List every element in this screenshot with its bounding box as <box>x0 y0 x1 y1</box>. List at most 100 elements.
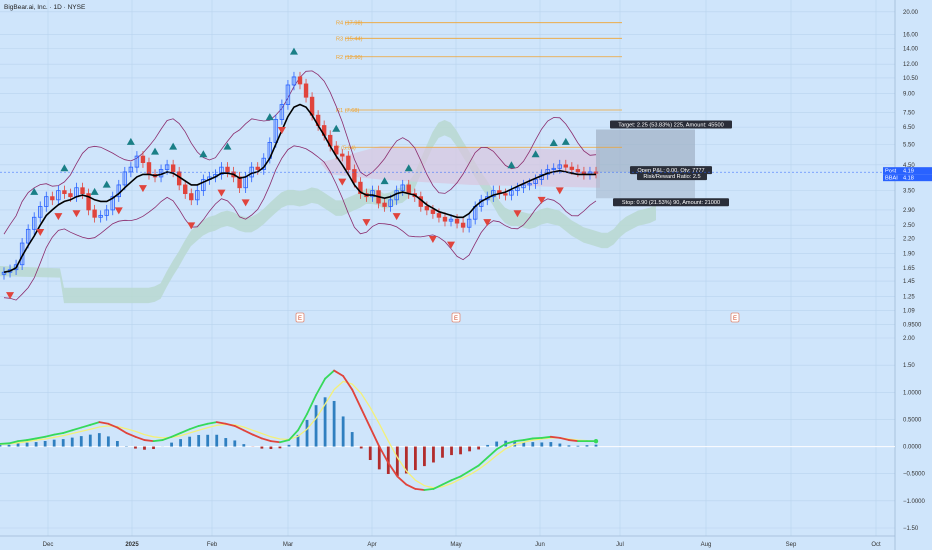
price-tick-label: 6.50 <box>903 125 915 131</box>
pivot-levels: R4 (17.98) R3 (15.44) R2 (12.90) R1 (7.68) P… <box>336 21 622 151</box>
macd-histogram-bar <box>52 439 56 447</box>
pivot-label: R4 (17.98) <box>336 21 363 27</box>
macd-histogram-bar <box>106 436 110 447</box>
macd-tick-label: 2.00 <box>903 336 915 342</box>
time-tick-label: Jul <box>616 542 624 548</box>
macd-histogram-bar <box>43 440 47 447</box>
triangle-up-marker <box>126 137 135 145</box>
macd-histogram-bar <box>305 419 309 447</box>
price-tick-label: 20.00 <box>903 10 919 16</box>
candle <box>491 190 496 198</box>
macd-histogram-bar <box>576 445 580 447</box>
macd-line-segment <box>360 407 372 429</box>
macd-line-segment <box>143 439 155 443</box>
candle <box>237 176 242 189</box>
macd-histogram-bar <box>486 444 490 447</box>
macd-histogram-bar <box>395 446 399 477</box>
price-tag-bg <box>883 167 932 175</box>
candle <box>134 155 140 168</box>
macd-histogram-bar <box>7 444 11 447</box>
pivot-label: R1 (7.68) <box>336 108 359 114</box>
triangle-up-marker <box>169 142 178 150</box>
price-tag-name: Post <box>885 169 897 175</box>
triangle-down-marker <box>555 187 564 195</box>
macd-histogram-bar <box>206 434 210 447</box>
earnings-label: E <box>454 316 458 322</box>
grid <box>0 0 896 550</box>
macd-line-segment <box>414 488 426 491</box>
triangle-down-marker <box>362 219 371 227</box>
macd-line-segment <box>89 421 101 426</box>
macd-tick-label: −1.50 <box>903 526 919 532</box>
candle <box>515 187 520 192</box>
candle <box>352 169 357 183</box>
macd-histogram-bar <box>359 446 363 449</box>
candle <box>110 196 115 211</box>
signal-triangles <box>6 47 570 300</box>
macd-histogram-bar <box>179 439 183 447</box>
macd-tick-label: −0.5000 <box>903 472 926 478</box>
price-tick-label: 1.25 <box>903 294 915 300</box>
macd-line-segment <box>134 435 146 441</box>
macd-line-segment <box>324 369 336 380</box>
triangle-down-marker <box>138 185 147 193</box>
macd-line-segment <box>342 375 354 391</box>
candle <box>201 179 206 192</box>
candle <box>38 206 43 218</box>
time-tick-label: Dec <box>43 542 54 548</box>
candle <box>279 104 285 120</box>
macd-histogram-bar <box>242 444 246 447</box>
triangle-down-marker <box>54 213 63 221</box>
macd-line-segment <box>179 428 191 434</box>
candle <box>358 181 363 195</box>
macd-line-segment <box>432 483 444 490</box>
candle <box>164 164 170 170</box>
cloud-band-bear <box>320 146 600 188</box>
macd-histogram-bar <box>215 434 219 447</box>
macd-line-segment <box>116 426 128 434</box>
price-tags: Post 4.19 BBAI 4.18 <box>0 167 932 182</box>
risk-reward-label: Risk/Reward Ratio: 2.5 <box>643 174 700 180</box>
price-tick-label: 4.50 <box>903 163 915 169</box>
triangle-up-marker <box>60 164 69 172</box>
price-axis[interactable]: 20.00 16.00 14.00 12.00 10.50 9.00 7.50 6.50 5.5… <box>903 10 926 532</box>
candle <box>448 218 454 222</box>
price-tag-name: BBAI <box>885 176 898 182</box>
triangle-down-marker <box>537 196 546 204</box>
triangle-down-marker <box>338 178 347 186</box>
macd-line-segment <box>260 437 272 443</box>
macd-line-segment <box>441 479 453 486</box>
time-axis[interactable]: Dec 2025 Feb Mar Apr May Jun Jul Aug Sep Oct <box>43 542 881 548</box>
price-tick-label: 12.00 <box>903 62 919 68</box>
candle <box>80 187 85 195</box>
macd-line-segment <box>396 475 408 486</box>
macd-line-segment <box>369 426 381 448</box>
macd-line-segment <box>80 423 92 429</box>
macd-line-segment <box>35 435 47 440</box>
macd-line-segment <box>540 435 552 439</box>
triangle-up-marker <box>507 161 516 169</box>
macd-line-segment <box>531 436 543 440</box>
candle <box>334 145 339 155</box>
macd-histogram-bar <box>296 434 300 447</box>
candle <box>32 216 37 230</box>
triangle-down-marker <box>114 207 123 215</box>
macd-line-segment <box>549 435 561 439</box>
triangle-down-marker <box>483 219 492 227</box>
candle <box>68 193 73 198</box>
macd-histogram-bar <box>233 440 237 447</box>
triangle-up-marker <box>102 180 111 188</box>
time-tick-label: Feb <box>207 542 218 548</box>
triangle-down-marker <box>217 189 226 197</box>
price-tick-label: 1.90 <box>903 251 915 257</box>
macd-histogram-bar <box>34 442 38 447</box>
candle <box>485 196 490 201</box>
candle <box>92 209 97 218</box>
candle <box>25 228 31 244</box>
position-tool[interactable]: Target: 2.25 (53.83%) 225, Amount: 45500… <box>596 120 732 207</box>
signal-line <box>0 380 597 489</box>
candle <box>382 202 387 207</box>
